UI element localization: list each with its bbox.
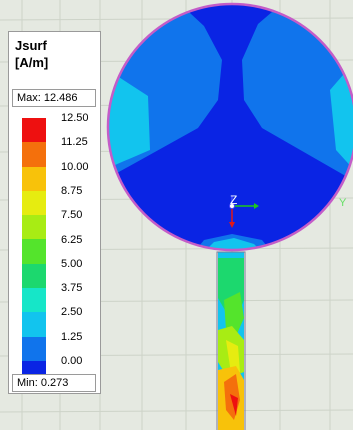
legend-swatch (22, 312, 46, 337)
legend-tick-label: 1.25 (61, 330, 83, 343)
legend-swatch (22, 166, 46, 191)
legend-tick-label: 6.25 (61, 233, 83, 246)
z-axis-label: Z (230, 193, 237, 207)
legend-swatch (22, 288, 46, 313)
legend-swatch (22, 239, 46, 264)
legend-max-value: Max: 12.486 (12, 89, 96, 107)
legend-swatch (22, 142, 46, 167)
color-legend: Jsurf [A/m] Max: 12.486 12.50 11.25 10.00 8… (8, 31, 101, 394)
legend-title: Jsurf [A/m] (15, 37, 48, 71)
legend-tick-label: 2.50 (61, 306, 83, 319)
legend-tick-label: 7.50 (61, 209, 83, 222)
patch-outline (106, 2, 353, 252)
feed-line (216, 251, 246, 430)
legend-swatch (22, 263, 46, 289)
legend-tick-label: 8.75 (61, 184, 83, 197)
legend-quantity: Jsurf (15, 38, 47, 53)
patch-current-regions (108, 4, 353, 250)
legend-swatch (22, 215, 46, 240)
legend-min-value: Min: 0.273 (12, 374, 96, 392)
legend-swatch (22, 190, 46, 216)
legend-tick-label: 0.00 (61, 355, 83, 367)
y-axis-label: Y (339, 197, 347, 209)
legend-tick-label: 3.75 (61, 282, 83, 295)
legend-color-bar (22, 118, 46, 386)
legend-swatch (22, 118, 46, 143)
legend-tick-label: 10.00 (61, 160, 89, 173)
legend-swatch (22, 336, 46, 361)
legend-tick-label: 11.25 (61, 136, 88, 149)
legend-tick-label: 5.00 (61, 257, 83, 270)
axis-triad: Z Y (229, 193, 347, 228)
legend-unit: [A/m] (15, 55, 49, 70)
legend-tick-label: 12.50 (61, 112, 89, 124)
